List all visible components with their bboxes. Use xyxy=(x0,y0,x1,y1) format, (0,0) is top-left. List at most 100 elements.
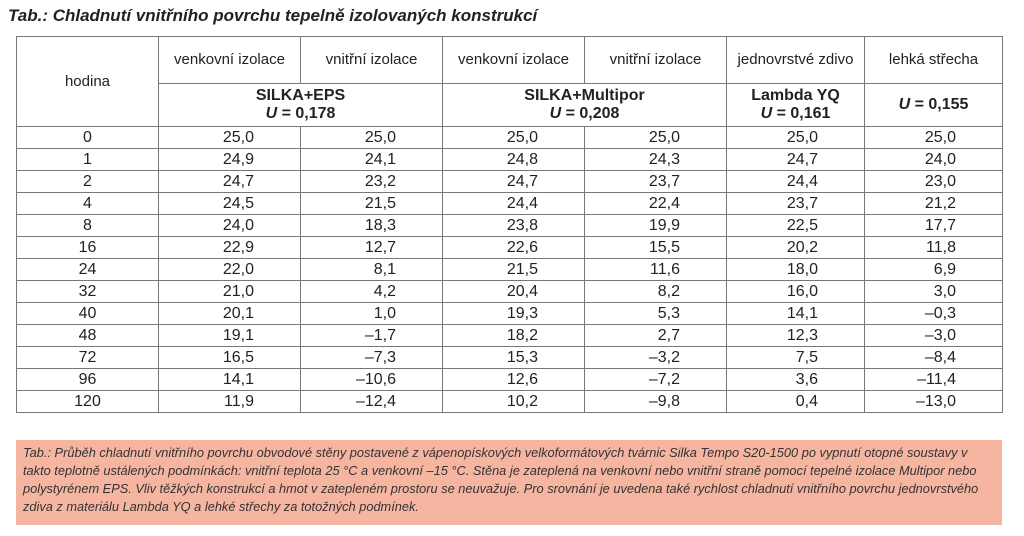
table-row: 40 20,1 1,0 19,3 5,3 14,1 –0,3 xyxy=(16,302,1003,325)
group-name: SILKA+Multipor xyxy=(524,87,645,104)
value-cell: 10,2 xyxy=(442,390,585,413)
header-row-groups: SILKA+EPS U = 0,178 SILKA+Multipor U = 0… xyxy=(17,83,1003,127)
value-cell: 12,6 xyxy=(442,368,585,391)
value-cell: 8,1 xyxy=(300,258,443,281)
table-row: 4 24,5 21,5 24,4 22,4 23,7 21,2 xyxy=(16,192,1003,215)
group-header: Lambda YQ U = 0,161 xyxy=(726,83,865,127)
value-cell: 3,6 xyxy=(726,368,865,391)
value-cell: 3,0 xyxy=(864,280,1003,303)
value-cell: 24,0 xyxy=(864,148,1003,171)
u-label: U xyxy=(549,105,562,122)
group-header: SILKA+EPS U = 0,178 xyxy=(158,83,443,127)
value-cell: 22,6 xyxy=(442,236,585,259)
value-cell: –1,7 xyxy=(300,324,443,347)
hour-header: hodina xyxy=(16,36,159,127)
value-cell: 7,5 xyxy=(726,346,865,369)
value-cell: 18,3 xyxy=(300,214,443,237)
value-cell: 0,4 xyxy=(726,390,865,413)
value-cell: 18,2 xyxy=(442,324,585,347)
table-row: 32 21,0 4,2 20,4 8,2 16,0 3,0 xyxy=(16,280,1003,303)
value-cell: 12,3 xyxy=(726,324,865,347)
value-cell: 18,0 xyxy=(726,258,865,281)
hour-cell: 48 xyxy=(16,324,159,347)
table-row: 8 24,0 18,3 23,8 19,9 22,5 17,7 xyxy=(16,214,1003,237)
value-cell: 25,0 xyxy=(442,126,585,149)
group-header: U = 0,155 xyxy=(864,83,1003,127)
value-cell: 14,1 xyxy=(158,368,301,391)
cooling-table: hodina venkovní izolace vnitřní izolace … xyxy=(16,36,1003,413)
u-value: = 0,155 xyxy=(914,96,969,113)
value-cell: 21,5 xyxy=(442,258,585,281)
table-row: 0 25,0 25,0 25,0 25,0 25,0 25,0 xyxy=(16,126,1003,149)
value-cell: 24,7 xyxy=(158,170,301,193)
value-cell: 21,2 xyxy=(864,192,1003,215)
value-cell: 4,2 xyxy=(300,280,443,303)
value-cell: –13,0 xyxy=(864,390,1003,413)
value-cell: 17,7 xyxy=(864,214,1003,237)
value-cell: 23,2 xyxy=(300,170,443,193)
value-cell: 23,8 xyxy=(442,214,585,237)
value-cell: 25,0 xyxy=(158,126,301,149)
value-cell: 22,0 xyxy=(158,258,301,281)
group-name: SILKA+EPS xyxy=(255,87,346,104)
value-cell: 20,1 xyxy=(158,302,301,325)
value-cell: 19,3 xyxy=(442,302,585,325)
value-cell: 24,1 xyxy=(300,148,443,171)
u-label: U xyxy=(898,96,911,113)
table-row: 96 14,1 –10,6 12,6 –7,2 3,6 –11,4 xyxy=(16,368,1003,391)
u-value: = 0,161 xyxy=(776,105,831,122)
value-cell: 16,0 xyxy=(726,280,865,303)
value-cell: 24,4 xyxy=(726,170,865,193)
value-cell: 21,5 xyxy=(300,192,443,215)
hour-cell: 4 xyxy=(16,192,159,215)
value-cell: –10,6 xyxy=(300,368,443,391)
value-cell: –3,0 xyxy=(864,324,1003,347)
group-name: Lambda YQ xyxy=(751,87,840,104)
value-cell: 15,3 xyxy=(442,346,585,369)
value-cell: 22,4 xyxy=(584,192,727,215)
table-row: 2 24,7 23,2 24,7 23,7 24,4 23,0 xyxy=(16,170,1003,193)
table-row: 1 24,9 24,1 24,8 24,3 24,7 24,0 xyxy=(16,148,1003,171)
value-cell: 24,7 xyxy=(442,170,585,193)
hour-cell: 1 xyxy=(16,148,159,171)
value-cell: 24,5 xyxy=(158,192,301,215)
value-cell: 23,0 xyxy=(864,170,1003,193)
value-cell: –11,4 xyxy=(864,368,1003,391)
value-cell: 23,7 xyxy=(726,192,865,215)
value-cell: –12,4 xyxy=(300,390,443,413)
value-cell: 24,8 xyxy=(442,148,585,171)
value-cell: –3,2 xyxy=(584,346,727,369)
hour-cell: 8 xyxy=(16,214,159,237)
column-header: lehká střecha xyxy=(864,36,1003,84)
value-cell: 1,0 xyxy=(300,302,443,325)
table-row: 48 19,1 –1,7 18,2 2,7 12,3 –3,0 xyxy=(16,324,1003,347)
u-value: = 0,178 xyxy=(281,105,336,122)
table-body: 0 25,0 25,0 25,0 25,0 25,0 25,0 1 24,9 24,1 24,8 24… xyxy=(16,126,1003,413)
hour-cell: 32 xyxy=(16,280,159,303)
value-cell: 19,1 xyxy=(158,324,301,347)
value-cell: 19,9 xyxy=(584,214,727,237)
value-cell: 20,4 xyxy=(442,280,585,303)
column-header: venkovní izolace xyxy=(158,36,301,84)
hour-cell: 120 xyxy=(16,390,159,413)
value-cell: 24,9 xyxy=(158,148,301,171)
value-cell: 5,3 xyxy=(584,302,727,325)
value-cell: 11,9 xyxy=(158,390,301,413)
table-title: Tab.: Chladnutí vnitřního povrchu tepeln… xyxy=(8,6,538,25)
table-row: 120 11,9 –12,4 10,2 –9,8 0,4 –13,0 xyxy=(16,390,1003,413)
value-cell: 25,0 xyxy=(300,126,443,149)
table-row: 16 22,9 12,7 22,6 15,5 20,2 11,8 xyxy=(16,236,1003,259)
u-label: U xyxy=(265,105,278,122)
value-cell: 24,7 xyxy=(726,148,865,171)
hour-cell: 72 xyxy=(16,346,159,369)
value-cell: 11,6 xyxy=(584,258,727,281)
value-cell: 8,2 xyxy=(584,280,727,303)
u-value: = 0,208 xyxy=(565,105,620,122)
hour-cell: 16 xyxy=(16,236,159,259)
column-header: vnitřní izolace xyxy=(300,36,443,84)
value-cell: 20,2 xyxy=(726,236,865,259)
group-header: SILKA+Multipor U = 0,208 xyxy=(442,83,727,127)
value-cell: 12,7 xyxy=(300,236,443,259)
column-header: vnitřní izolace xyxy=(584,36,727,84)
value-cell: 22,5 xyxy=(726,214,865,237)
